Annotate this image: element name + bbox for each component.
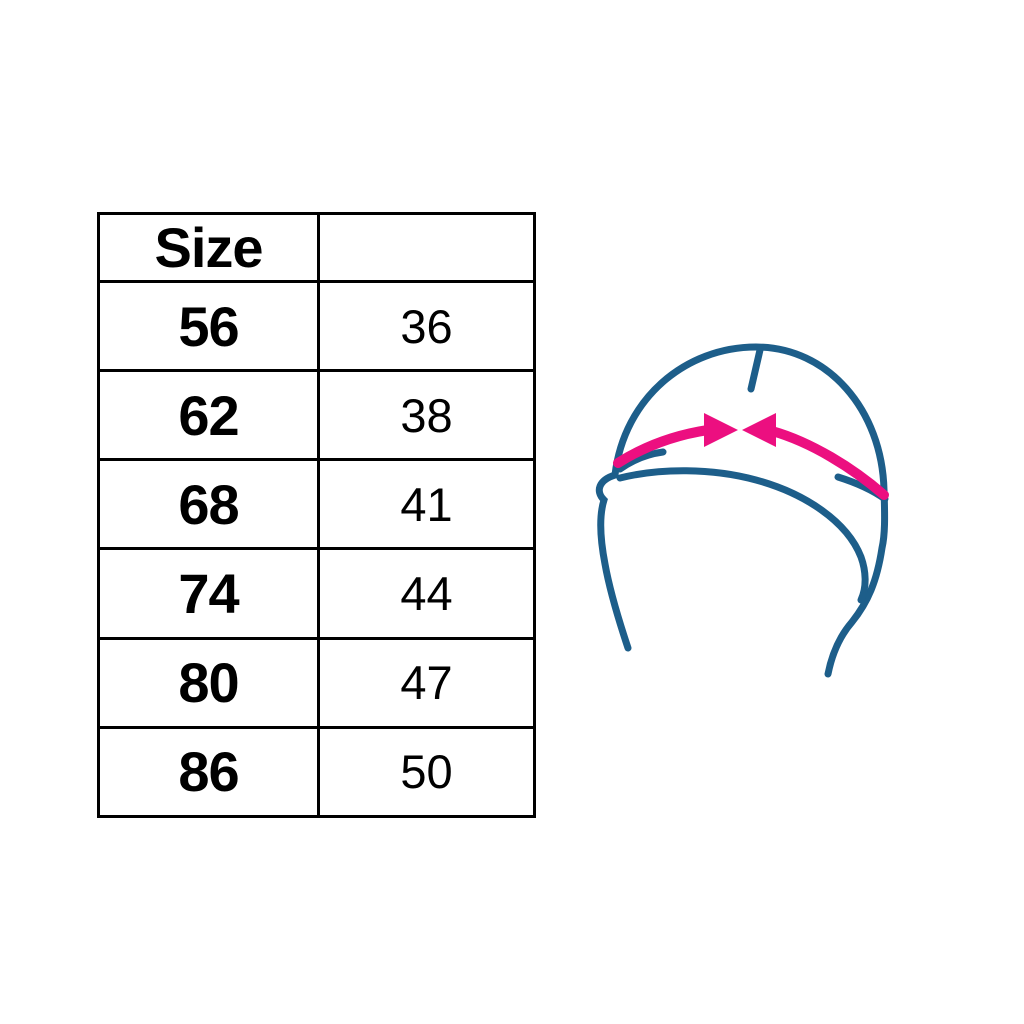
size-cell: 68 <box>97 458 320 551</box>
table-row: 80 47 <box>97 636 536 729</box>
measurement-cell: 50 <box>317 725 536 819</box>
size-cell: 80 <box>97 636 320 729</box>
arrow-left-shaft <box>613 425 713 468</box>
size-cell: 74 <box>97 547 320 640</box>
table-row: 56 36 <box>97 279 536 373</box>
arrow-right-head-icon <box>742 413 776 447</box>
arrow-left-head-icon <box>704 413 738 447</box>
size-table: Size 56 36 62 38 68 41 74 44 80 47 86 50 <box>97 212 536 819</box>
table-row: 62 38 <box>97 369 536 462</box>
table-row: 86 50 <box>97 725 536 819</box>
measurement-cell: 38 <box>317 369 536 462</box>
measurement-cell: 36 <box>317 279 536 373</box>
table-row: 74 44 <box>97 547 536 640</box>
size-cell: 62 <box>97 369 320 462</box>
size-table-body: 56 36 62 38 68 41 74 44 80 47 86 50 <box>97 279 536 819</box>
size-cell: 86 <box>97 725 320 819</box>
size-cell: 56 <box>97 279 320 373</box>
circumference-arrow-left <box>613 413 738 468</box>
measurement-cell: 44 <box>317 547 536 640</box>
hat-band-left-line <box>616 448 667 473</box>
measurement-cell: 41 <box>317 458 536 551</box>
baby-hat-illustration <box>595 343 889 678</box>
table-row: 68 41 <box>97 458 536 551</box>
table-header-row: Size <box>97 212 536 283</box>
hat-top-seam <box>747 346 764 393</box>
hat-outline <box>595 343 889 678</box>
measurement-cell: 47 <box>317 636 536 729</box>
arrow-right-shaft <box>767 426 889 500</box>
hat-opening-edge <box>616 467 869 604</box>
circumference-arrow-right <box>742 413 889 500</box>
size-column-header: Size <box>97 212 320 283</box>
measurement-column-header <box>317 212 536 283</box>
